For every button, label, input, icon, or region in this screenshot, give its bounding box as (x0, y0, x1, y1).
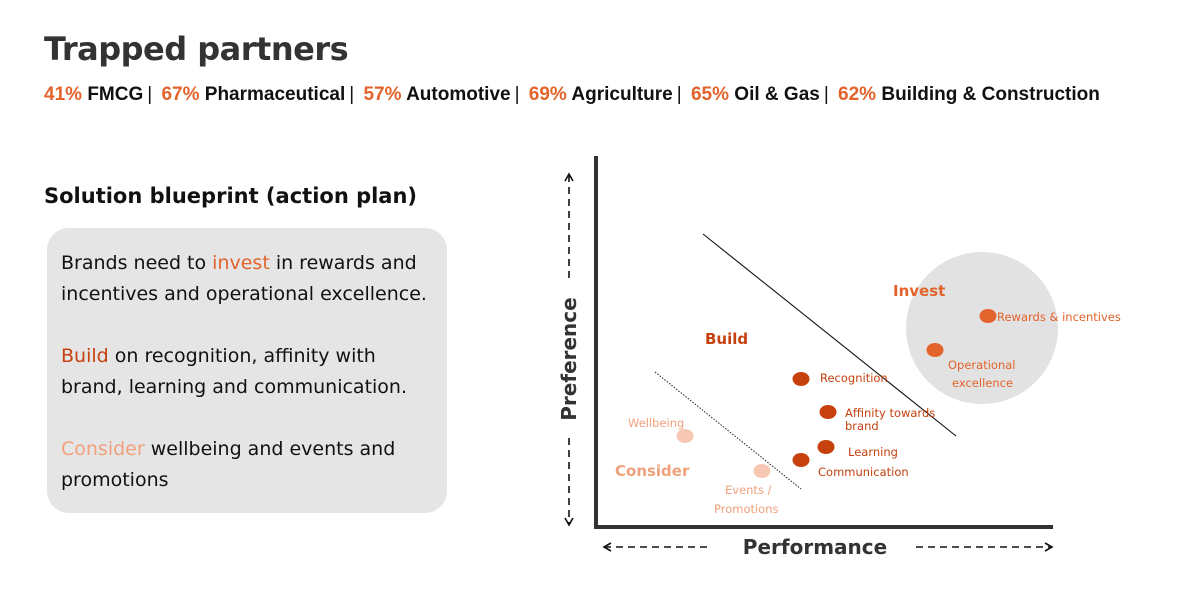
label-rewards: Rewards & incentives (997, 310, 1121, 324)
label-events-2: Promotions (714, 502, 779, 516)
label-affinity-2: brand (845, 419, 879, 433)
build-highlight: Build (61, 345, 109, 367)
stat-label: Automotive (406, 84, 511, 105)
point-events-promotions (753, 464, 771, 478)
invest-zone-circle (906, 252, 1058, 404)
label-communication: Communication (818, 465, 909, 479)
consider-highlight: Consider (61, 438, 145, 460)
build-invest-divider (702, 233, 957, 437)
label-affinity-1: Affinity towards (845, 406, 935, 420)
point-communication (792, 453, 810, 467)
blueprint-panel: Brands need to invest in rewards and inc… (47, 228, 447, 513)
stat-separator: | (349, 84, 355, 105)
stat-percent: 69% (528, 84, 567, 105)
build-text-post: on recognition, affinity with brand, lea… (61, 345, 408, 398)
y-axis-arrow (564, 172, 574, 527)
stat-label: Pharmaceutical (204, 84, 346, 105)
stat-percent: 62% (838, 84, 877, 105)
x-axis-label: Performance (743, 535, 887, 559)
invest-text-pre: Brands need to (61, 252, 213, 274)
zone-label-invest: Invest (893, 282, 945, 300)
zone-label-consider: Consider (615, 462, 690, 480)
label-operational-1: Operational (948, 358, 1015, 372)
consider-text-post: wellbeing and events and promotions (61, 438, 396, 491)
label-events-1: Events / (725, 483, 772, 497)
point-recognition (792, 372, 810, 386)
stat-percent: 41% (44, 84, 83, 105)
stat-separator: | (147, 84, 153, 105)
y-axis-label: Preference (557, 297, 581, 420)
build-paragraph: Build on recognition, affinity with bran… (61, 341, 433, 403)
consider-paragraph: Consider wellbeing and events and promot… (61, 434, 433, 496)
stat-percent: 65% (690, 84, 730, 105)
point-affinity (819, 405, 837, 419)
stat-label: Oil & Gas (734, 84, 820, 105)
point-operational-excellence (926, 343, 944, 357)
page-title: Trapped partners (44, 30, 349, 68)
invest-highlight: invest (212, 252, 270, 274)
stat-percent: 57% (363, 84, 402, 105)
stat-separator: | (514, 84, 520, 105)
stat-separator: | (823, 84, 829, 105)
stat-label: Agriculture (571, 84, 673, 105)
consider-build-divider (654, 371, 802, 490)
stat-label: Building & Construction (881, 84, 1100, 105)
stat-percent: 67% (161, 84, 200, 105)
blueprint-title: Solution blueprint (action plan) (44, 184, 418, 208)
invest-paragraph: Brands need to invest in rewards and inc… (61, 248, 433, 310)
x-axis-arrow (602, 542, 1054, 552)
label-operational-2: excellence (952, 376, 1013, 390)
industry-stats: 41% FMCG | 67% Pharmaceutical | 57% Automo… (44, 84, 1100, 106)
stat-separator: | (676, 84, 682, 105)
point-rewards (979, 309, 997, 323)
point-wellbeing (676, 429, 694, 443)
label-learning: Learning (848, 445, 898, 459)
stat-label: FMCG (87, 84, 144, 105)
zone-label-build: Build (705, 330, 748, 348)
label-wellbeing: Wellbeing (628, 416, 684, 430)
label-recognition: Recognition (820, 371, 888, 385)
point-learning (817, 440, 835, 454)
invest-text-post: in rewards and incentives and operationa… (61, 252, 427, 305)
